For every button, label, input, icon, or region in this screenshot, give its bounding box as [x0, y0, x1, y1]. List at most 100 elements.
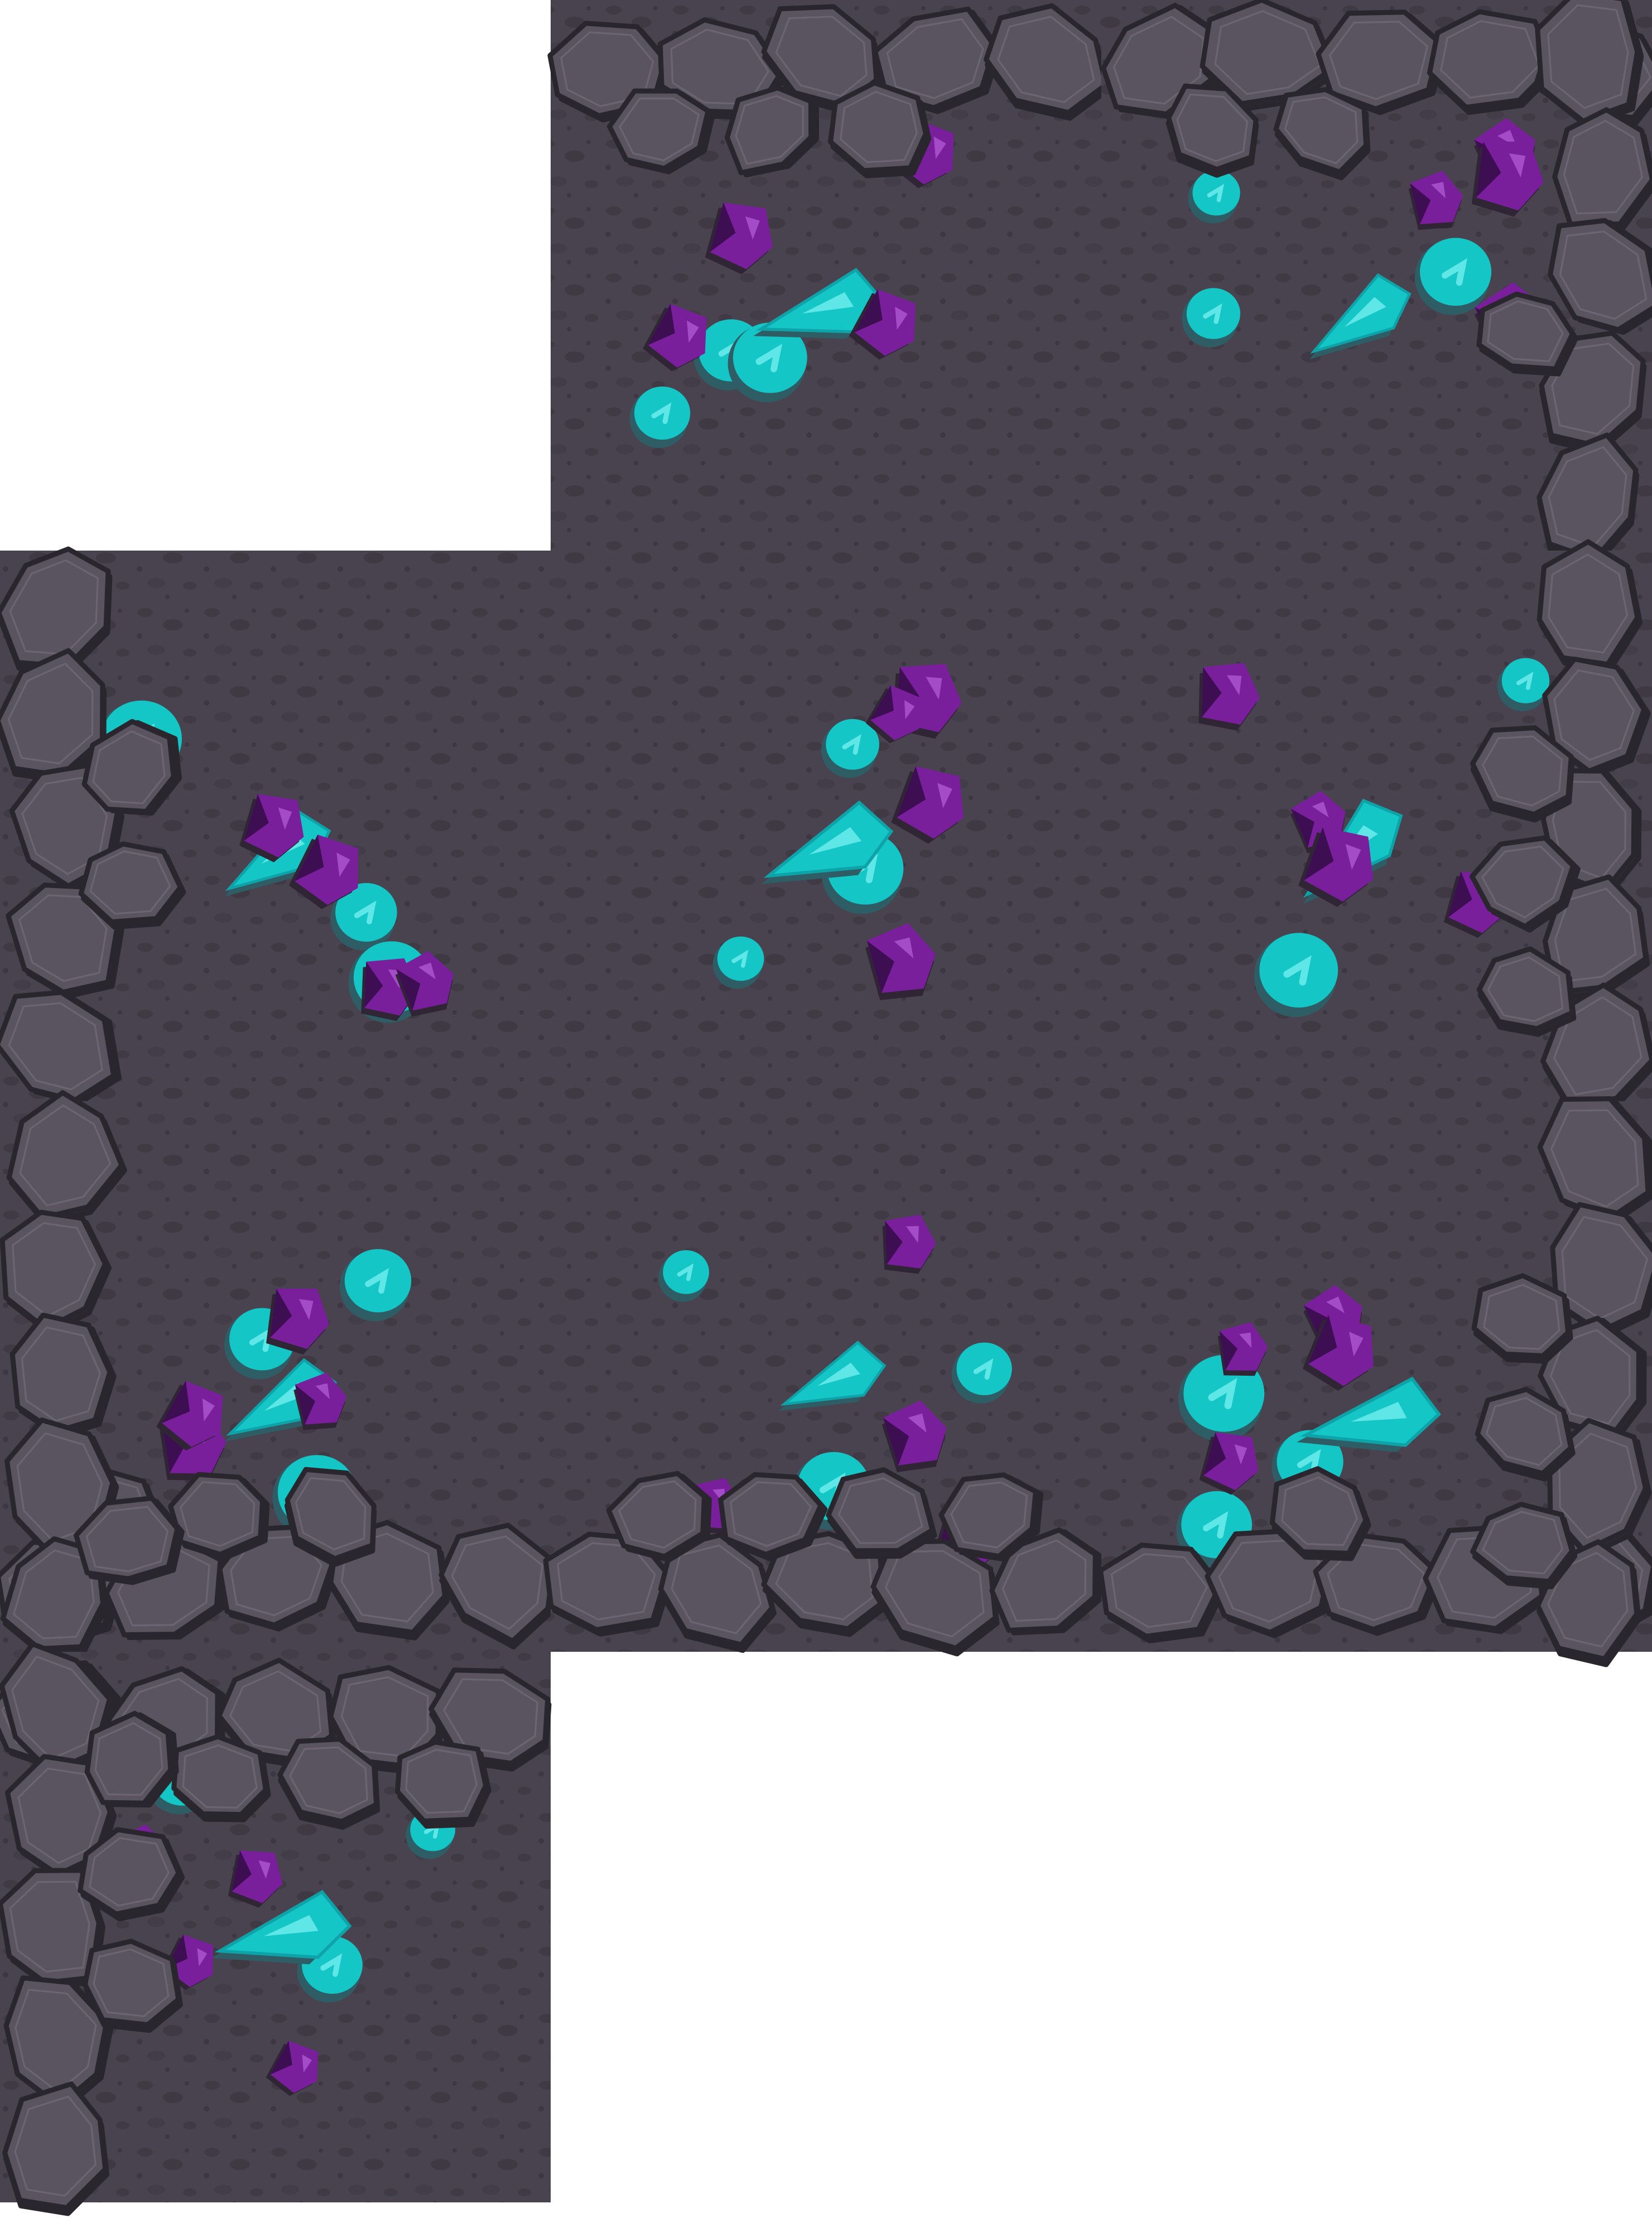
- tile-center: [551, 551, 1101, 1101]
- purple-crystal-icon: [1471, 141, 1544, 217]
- cyan-crystal-icon: [712, 936, 764, 989]
- rock-icon: [277, 1737, 381, 1830]
- rock-icon: [82, 1939, 183, 2033]
- purple-crystal-icon: [1198, 663, 1260, 731]
- rock-icon: [872, 6, 1002, 114]
- rock-icon: [284, 1467, 377, 1568]
- rock-icon: [0, 990, 122, 1106]
- cyan-crystal-icon: [658, 1250, 709, 1302]
- purple-crystal-icon: [705, 202, 773, 274]
- rock-icon: [718, 1472, 828, 1561]
- cyan-crystal-icon: [1254, 933, 1338, 1018]
- rock-icon: [657, 17, 788, 120]
- cyan-crystal-icon: [1188, 170, 1240, 224]
- purple-crystal-icon: [882, 1400, 947, 1473]
- rock-icon: [1097, 1542, 1226, 1643]
- cyan-crystal-icon: [951, 1342, 1012, 1404]
- cyan-crystal-icon: [1309, 273, 1412, 360]
- rock-icon: [724, 85, 820, 177]
- purple-crystal-icon: [1199, 1432, 1259, 1495]
- rock-icon: [1476, 946, 1577, 1037]
- rock-icon: [870, 1539, 1000, 1657]
- rock-icon: [1542, 657, 1651, 778]
- tile-bottom-right: [1097, 1096, 1652, 1667]
- rock-icon: [1165, 83, 1259, 178]
- purple-crystal-icon: [865, 685, 922, 744]
- rock-icon: [0, 546, 113, 675]
- tile-mid-left: [0, 546, 551, 1106]
- rock-icon: [78, 1827, 185, 1922]
- rock-icon: [1535, 0, 1644, 128]
- rock-icon: [0, 1641, 117, 1779]
- purple-crystal-icon: [395, 951, 454, 1017]
- purple-crystal-icon: [882, 1214, 936, 1274]
- rock-icon: [938, 1472, 1044, 1562]
- rock-icon: [6, 883, 124, 999]
- purple-crystal-icon: [1298, 827, 1374, 907]
- rock-icon: [1427, 9, 1558, 115]
- tile-mid-right: [1101, 539, 1652, 1115]
- rock-icon: [1550, 1202, 1652, 1338]
- rock-icon: [984, 3, 1110, 121]
- cyan-crystal-icon: [1414, 238, 1492, 315]
- rock-icon: [989, 1527, 1104, 1636]
- purple-crystal-icon: [266, 1288, 329, 1355]
- purple-crystal-icon: [1408, 170, 1463, 230]
- purple-crystal-icon: [288, 835, 358, 909]
- cyan-crystal-icon: [1497, 658, 1550, 711]
- cyan-crystal-icon: [339, 1249, 412, 1322]
- purple-crystal-icon: [1302, 1314, 1374, 1391]
- cyan-crystal-icon: [330, 883, 397, 951]
- rock-icon: [1475, 1387, 1576, 1482]
- rock-icon: [168, 1472, 270, 1561]
- rock-icon: [84, 1710, 179, 1808]
- rock-icon: [761, 1531, 889, 1637]
- rock-icon: [6, 1090, 127, 1226]
- cyan-crystal-icon: [1182, 288, 1241, 348]
- rock-icon: [1538, 1315, 1647, 1441]
- rock-icon: [1471, 1273, 1573, 1364]
- tile-bottom-left: [0, 1090, 558, 1657]
- tile-top-right: [1101, 0, 1652, 568]
- rock-icon: [1470, 1502, 1578, 1589]
- purple-crystal-icon: [266, 2041, 319, 2096]
- rock-icon: [217, 1524, 340, 1632]
- rock-icon: [543, 1531, 674, 1637]
- purple-crystal-icon: [156, 1381, 223, 1451]
- purple-crystal-icon: [293, 1372, 347, 1430]
- cyan-crystal-icon: [728, 322, 807, 403]
- rock-icon: [1273, 87, 1371, 181]
- purple-crystal-icon: [239, 794, 304, 862]
- rock-icon: [394, 1739, 492, 1829]
- purple-crystal-icon: [228, 1850, 283, 1908]
- tile-bottom-center: [543, 1101, 1104, 1657]
- rock-icon: [1539, 330, 1647, 455]
- rock-icon: [828, 80, 932, 179]
- rock-icon: [1269, 1466, 1371, 1561]
- rock-icon: [826, 1467, 937, 1559]
- cyan-crystal-icon: [761, 800, 894, 884]
- purple-crystal-icon: [891, 766, 964, 844]
- tile-top-center: [547, 0, 1110, 551]
- rock-icon: [1469, 835, 1581, 933]
- tile-inner-corner: [0, 1641, 552, 2216]
- cyan-crystal-icon: [1297, 1376, 1441, 1452]
- rock-icon: [3, 1975, 114, 2112]
- rock-icon: [607, 88, 716, 175]
- rock-icon: [1548, 218, 1652, 335]
- rock-icon: [1316, 9, 1447, 115]
- cyan-crystal-icon: [821, 719, 879, 778]
- cyan-crystal-icon: [753, 268, 885, 339]
- rock-icon: [0, 1209, 112, 1336]
- rock-icon: [439, 1522, 558, 1650]
- purple-crystal-icon: [849, 289, 916, 360]
- rock-icon: [1476, 291, 1579, 377]
- purple-crystal-icon: [643, 303, 707, 372]
- purple-crystal-icon: [1217, 1322, 1268, 1376]
- rock-icon: [658, 1532, 777, 1653]
- rock-icon: [1200, 0, 1339, 112]
- cyan-crystal-icon: [211, 1889, 352, 1965]
- rock-icon: [1537, 1096, 1652, 1225]
- cyan-crystal-icon: [629, 386, 691, 449]
